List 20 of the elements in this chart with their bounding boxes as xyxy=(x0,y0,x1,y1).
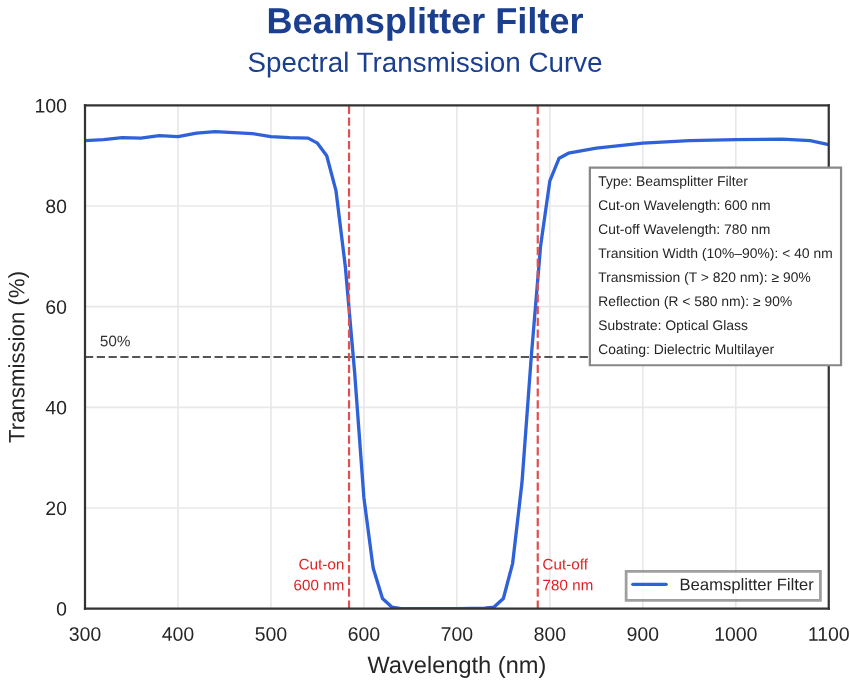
x-tick-label: 900 xyxy=(627,627,659,641)
x-tick-label: 500 xyxy=(255,627,287,641)
y-tick-label: 20 xyxy=(46,501,67,516)
x-tick-label: 700 xyxy=(441,627,473,641)
legend-label: Beamsplitter Filter xyxy=(680,578,814,594)
chart-subtitle: Spectral Transmission Curve xyxy=(248,51,602,78)
x-tick-label: 800 xyxy=(534,627,566,641)
y-tick-label: 40 xyxy=(45,400,67,415)
x-tick-label: 300 xyxy=(69,627,101,641)
x-axis-title: Wavelength (nm) xyxy=(367,655,545,678)
chart-title: Beamsplitter Filter xyxy=(268,6,583,41)
y-tick-label: 80 xyxy=(46,199,67,214)
y-axis-title: Transmission (%) xyxy=(8,272,29,443)
x-tick-label: 1100 xyxy=(809,627,849,641)
y-tick-label: 0 xyxy=(56,602,67,616)
x-tick-label: 400 xyxy=(162,627,194,641)
x-tick-label: 600 xyxy=(348,627,380,641)
y-tick-label: 100 xyxy=(35,98,67,113)
y-tick-label: 60 xyxy=(46,300,67,314)
x-tick-label: 1000 xyxy=(715,627,757,641)
